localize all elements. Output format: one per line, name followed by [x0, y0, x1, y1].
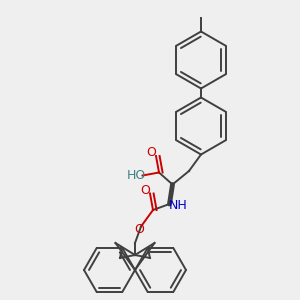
Text: NH: NH — [169, 199, 188, 212]
Text: HO: HO — [126, 169, 146, 182]
Text: O: O — [135, 223, 144, 236]
Text: O: O — [147, 146, 156, 160]
Text: O: O — [141, 184, 150, 197]
